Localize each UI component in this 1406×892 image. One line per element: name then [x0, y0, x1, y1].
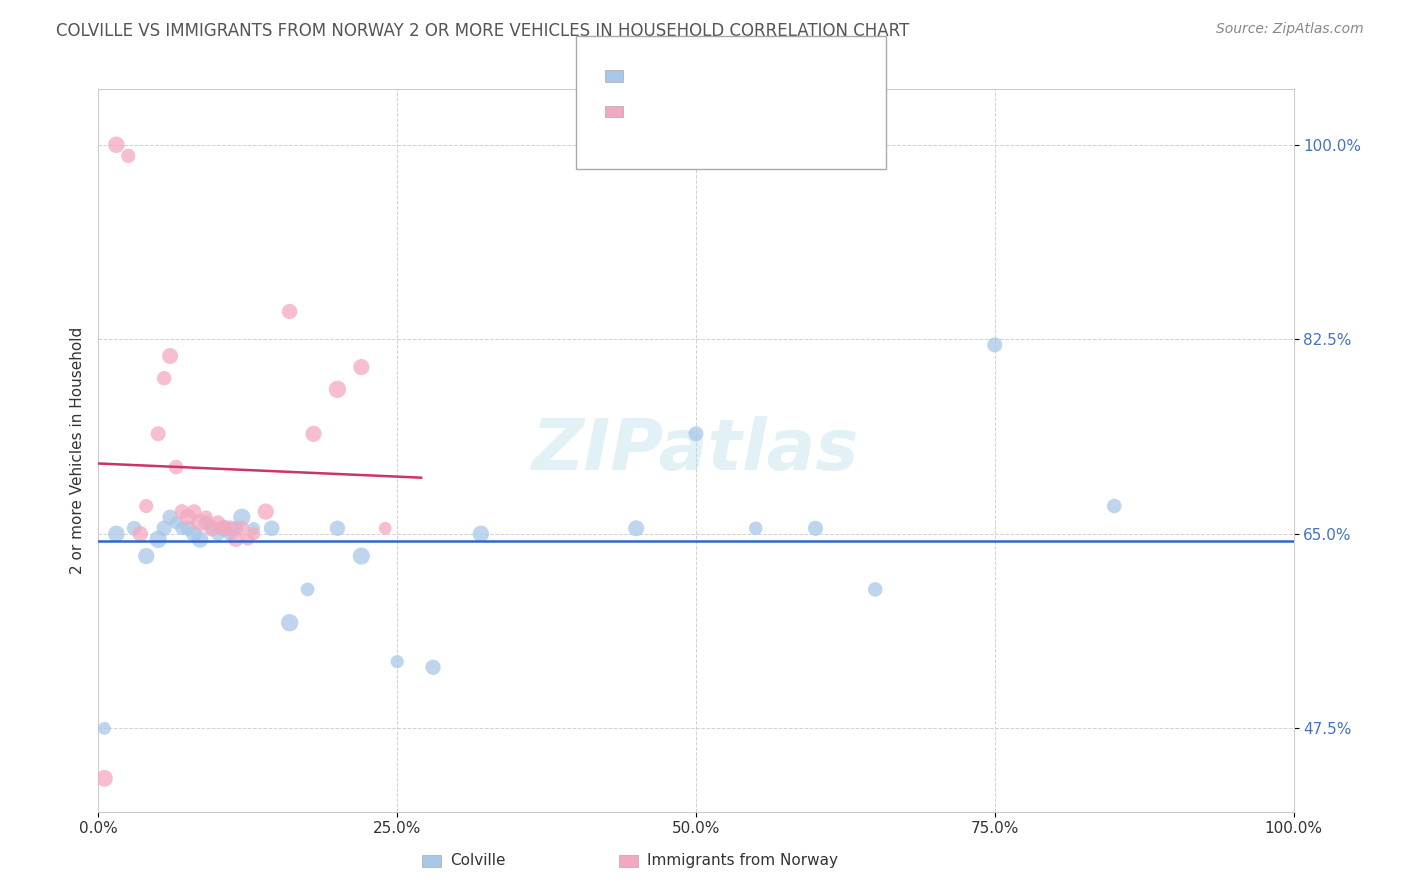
Point: [183, 526, 205, 541]
Point: [165, 460, 187, 475]
Point: [153, 521, 176, 535]
Point: [148, 533, 170, 547]
Point: [297, 582, 319, 597]
Text: 0.000: 0.000: [672, 67, 728, 85]
Point: [260, 521, 283, 535]
Text: N =: N =: [724, 67, 761, 85]
Point: [626, 521, 648, 535]
Point: [278, 615, 301, 630]
Point: [219, 526, 242, 541]
Point: [865, 582, 887, 597]
Point: [470, 526, 492, 541]
Point: [212, 521, 235, 535]
Point: [105, 137, 128, 152]
Text: Immigrants from Norway: Immigrants from Norway: [647, 854, 838, 868]
Point: [231, 510, 253, 524]
Point: [225, 533, 247, 547]
Text: N =: N =: [724, 103, 761, 120]
Point: [188, 516, 211, 530]
Point: [129, 526, 152, 541]
Text: R =: R =: [630, 67, 666, 85]
Point: [188, 533, 211, 547]
Text: 35: 35: [763, 67, 789, 85]
Point: [177, 510, 200, 524]
Point: [212, 521, 235, 535]
Point: [219, 521, 242, 535]
Point: [105, 526, 128, 541]
Text: R =: R =: [630, 103, 666, 120]
Point: [201, 521, 224, 535]
Text: 28: 28: [763, 103, 789, 120]
Point: [225, 521, 247, 535]
Text: Colville: Colville: [450, 854, 505, 868]
Point: [93, 772, 115, 786]
Point: [207, 526, 229, 541]
Point: [236, 533, 259, 547]
Point: [278, 304, 301, 318]
Point: [201, 521, 224, 535]
Point: [685, 426, 707, 441]
Point: [124, 521, 146, 535]
Point: [385, 655, 409, 669]
Point: [172, 505, 194, 519]
Point: [1104, 499, 1126, 513]
Point: [231, 521, 253, 535]
Text: COLVILLE VS IMMIGRANTS FROM NORWAY 2 OR MORE VEHICLES IN HOUSEHOLD CORRELATION C: COLVILLE VS IMMIGRANTS FROM NORWAY 2 OR …: [56, 22, 910, 40]
Point: [984, 338, 1007, 352]
Text: ZIPatlas: ZIPatlas: [533, 416, 859, 485]
Point: [135, 499, 157, 513]
Point: [374, 521, 396, 535]
Point: [195, 516, 218, 530]
Point: [148, 426, 170, 441]
Point: [422, 660, 444, 674]
Point: [172, 521, 194, 535]
Point: [350, 549, 373, 563]
Text: 0.528: 0.528: [672, 103, 730, 120]
Point: [350, 360, 373, 375]
Point: [135, 549, 157, 563]
Point: [745, 521, 768, 535]
Point: [159, 349, 181, 363]
Point: [254, 505, 277, 519]
Y-axis label: 2 or more Vehicles in Household: 2 or more Vehicles in Household: [69, 326, 84, 574]
Point: [93, 722, 115, 736]
Point: [804, 521, 827, 535]
Point: [183, 505, 205, 519]
Point: [177, 521, 200, 535]
Point: [326, 382, 349, 396]
Point: [207, 516, 229, 530]
Point: [302, 426, 325, 441]
Point: [195, 510, 218, 524]
Text: Source: ZipAtlas.com: Source: ZipAtlas.com: [1216, 22, 1364, 37]
Point: [326, 521, 349, 535]
Point: [243, 521, 266, 535]
Point: [165, 516, 187, 530]
Point: [153, 371, 176, 385]
Point: [159, 510, 181, 524]
Point: [243, 526, 266, 541]
Point: [117, 149, 139, 163]
